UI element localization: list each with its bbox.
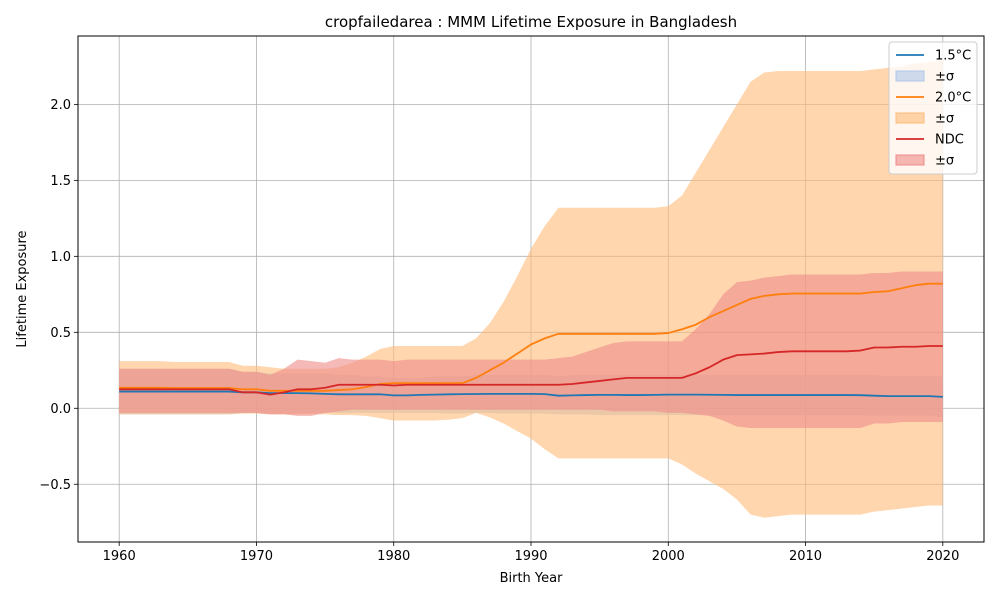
legend-label: 1.5°C: [935, 49, 971, 64]
y-tick-label: −0.5: [39, 478, 71, 493]
band-series-2: [119, 271, 943, 429]
x-tick-label: 1970: [240, 549, 273, 564]
legend-label: ±σ: [935, 112, 954, 127]
x-axis: 1960 1970 1980 1990 2000 2010 2020: [103, 542, 959, 564]
y-tick-label: 0.0: [50, 402, 71, 417]
x-tick-label: 2020: [926, 549, 959, 564]
legend: 1.5°C ±σ 2.0°C ±σ NDC ±σ: [888, 41, 978, 175]
y-axis: −0.5 0.0 0.5 1.0 1.5 2.0: [39, 98, 78, 493]
y-tick-label: 0.5: [50, 326, 71, 341]
y-tick-label: 1.5: [50, 174, 71, 189]
line-series-1: [119, 282, 943, 392]
legend-label: NDC: [935, 133, 964, 148]
legend-label: 2.0°C: [935, 91, 971, 106]
uncertainty-bands: [119, 60, 943, 518]
x-tick-label: 1980: [377, 549, 410, 564]
legend-label: ±σ: [935, 70, 954, 85]
x-tick-label: 2010: [789, 549, 822, 564]
x-tick-label: 1960: [103, 549, 136, 564]
legend-band-swatch: [895, 112, 925, 124]
series-lines: [119, 282, 943, 398]
legend-label: ±σ: [935, 154, 954, 169]
legend-band-swatch: [895, 154, 925, 166]
x-axis-title: Birth Year: [500, 571, 564, 586]
x-tick-label: 2000: [652, 549, 685, 564]
y-axis-title: Lifetime Exposure: [15, 230, 30, 347]
line-series-2: [119, 345, 943, 396]
y-tick-label: 2.0: [50, 98, 71, 113]
y-tick-label: 1.0: [50, 250, 71, 265]
legend-band-swatch: [895, 70, 925, 82]
x-tick-label: 1990: [514, 549, 547, 564]
plot-area: [77, 35, 985, 543]
chart-title: cropfailedarea : MMM Lifetime Exposure i…: [325, 13, 737, 31]
